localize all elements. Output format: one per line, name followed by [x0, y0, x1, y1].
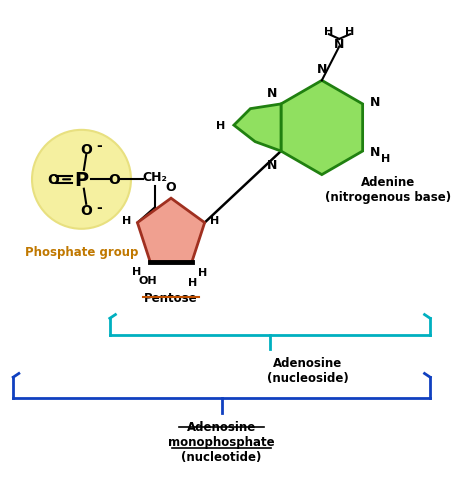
Text: N: N [370, 145, 380, 158]
Text: O: O [80, 203, 92, 217]
Text: H: H [210, 216, 219, 226]
Text: H: H [122, 216, 132, 226]
Text: O: O [166, 181, 176, 194]
Text: H: H [216, 121, 226, 131]
Text: N: N [317, 63, 327, 76]
Text: N: N [334, 38, 345, 51]
Text: Phosphate group: Phosphate group [25, 246, 138, 259]
Text: H: H [188, 278, 197, 287]
Polygon shape [234, 105, 281, 152]
Text: H: H [198, 268, 207, 278]
Text: H: H [324, 27, 334, 37]
Text: N: N [267, 87, 277, 100]
Text: CH₂: CH₂ [142, 171, 167, 184]
Text: O: O [80, 142, 92, 156]
Text: Adenosine
(nucleoside): Adenosine (nucleoside) [267, 356, 348, 384]
Text: -: - [97, 139, 102, 153]
Polygon shape [281, 81, 363, 175]
Text: P: P [74, 170, 89, 189]
Polygon shape [137, 199, 205, 263]
Text: N: N [267, 159, 277, 172]
Text: H: H [346, 27, 355, 37]
Text: -: - [97, 200, 102, 214]
Text: OH: OH [138, 276, 157, 286]
Text: Adenine
(nitrogenous base): Adenine (nitrogenous base) [325, 175, 451, 203]
Text: N: N [370, 96, 380, 109]
Text: Adenosine
monophosphate
(nucleotide): Adenosine monophosphate (nucleotide) [168, 420, 275, 463]
Circle shape [32, 131, 131, 229]
Text: H: H [381, 154, 390, 164]
Text: H: H [132, 266, 142, 276]
Text: O: O [47, 173, 59, 187]
Text: Pentose: Pentose [144, 292, 198, 305]
Text: O: O [109, 173, 120, 187]
